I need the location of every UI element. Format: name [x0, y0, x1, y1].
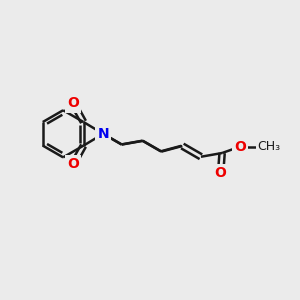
Text: CH₃: CH₃: [257, 140, 280, 153]
Text: N: N: [97, 127, 109, 141]
Text: O: O: [215, 166, 226, 180]
Text: O: O: [234, 140, 246, 154]
Text: O: O: [67, 157, 79, 171]
Text: O: O: [67, 97, 79, 110]
